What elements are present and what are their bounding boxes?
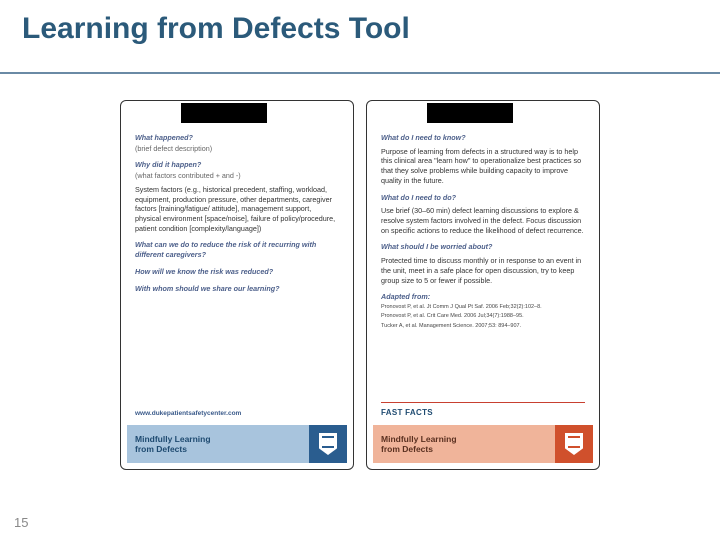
citation-2: Pronovost P, et al. Crit Care Med. 2006 … xyxy=(381,313,585,320)
system-factors: System factors (e.g., historical precede… xyxy=(135,185,339,234)
a-worried: Protected time to discuss monthly or in … xyxy=(381,256,585,285)
q-need-know: What do I need to know? xyxy=(381,133,585,143)
q-know-reduced: How will we know the risk was reduced? xyxy=(135,267,339,277)
footer-right-label: Mindfully Learning from Defects xyxy=(373,425,555,463)
adapted-from: Adapted from: xyxy=(381,292,585,302)
url-text: www.dukepatientsafetycenter.com xyxy=(135,410,241,417)
fast-facts-line xyxy=(381,402,585,403)
shield-icon xyxy=(319,433,337,455)
card-left: What happened? (brief defect description… xyxy=(120,100,354,470)
card-right-footer: Mindfully Learning from Defects xyxy=(373,425,593,463)
citation-1: Pronovost P, et al. Jt Comm J Qual Pt Sa… xyxy=(381,304,585,311)
q-reduce-risk: What can we do to reduce the risk of it … xyxy=(135,240,339,259)
a-need-do: Use brief (30–60 min) defect learning di… xyxy=(381,206,585,235)
footer-left-label: Mindfully Learning from Defects xyxy=(127,425,309,463)
slide-title: Learning from Defects Tool xyxy=(22,12,410,46)
q-share: With whom should we share our learning? xyxy=(135,284,339,294)
card-left-footer: Mindfully Learning from Defects xyxy=(127,425,347,463)
footer-line1: Mindfully Learning xyxy=(135,434,211,444)
redaction-bar xyxy=(181,103,267,123)
a-need-know: Purpose of learning from defects in a st… xyxy=(381,147,585,186)
q-what-happened: What happened? xyxy=(135,133,339,143)
shield-icon xyxy=(565,433,583,455)
page-number: 15 xyxy=(14,515,28,530)
citation-3: Tucker A, et al. Management Science. 200… xyxy=(381,323,585,330)
q-why-sub: (what factors contributed + and -) xyxy=(135,171,339,181)
q-worried: What should I be worried about? xyxy=(381,242,585,252)
footer-logo-box xyxy=(309,425,347,463)
title-underline xyxy=(0,72,720,74)
footer-line2: from Defects xyxy=(135,444,187,454)
card-right-body: What do I need to know? Purpose of learn… xyxy=(381,133,585,330)
footer-line1: Mindfully Learning xyxy=(381,434,457,444)
q-need-do: What do I need to do? xyxy=(381,193,585,203)
q-what-happened-sub: (brief defect description) xyxy=(135,144,339,154)
fast-facts-label: FAST FACTS xyxy=(381,408,433,417)
footer-line2: from Defects xyxy=(381,444,433,454)
footer-logo-box xyxy=(555,425,593,463)
card-right: What do I need to know? Purpose of learn… xyxy=(366,100,600,470)
cards-container: What happened? (brief defect description… xyxy=(120,100,600,470)
q-why: Why did it happen? xyxy=(135,160,339,170)
card-left-body: What happened? (brief defect description… xyxy=(135,133,339,293)
redaction-bar xyxy=(427,103,513,123)
